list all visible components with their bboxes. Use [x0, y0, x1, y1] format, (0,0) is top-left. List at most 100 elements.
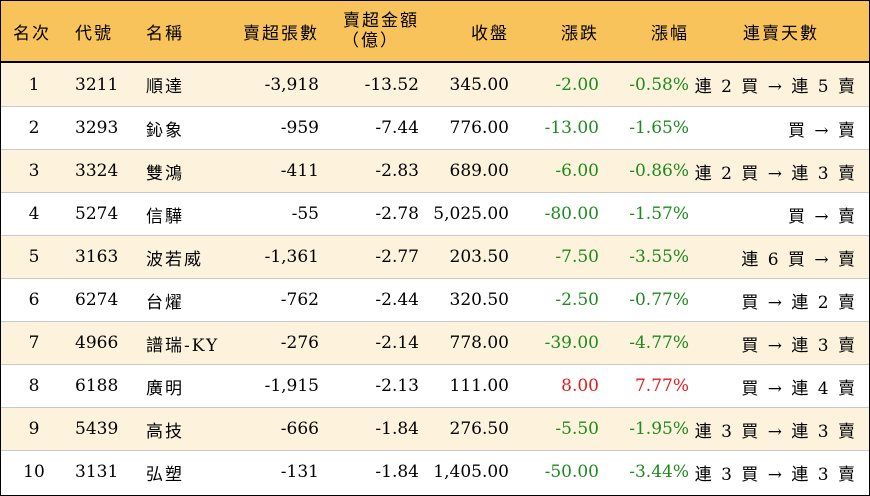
stock-code-cell: 5274 — [75, 204, 119, 224]
sell-streak-cell: 買 → 連 4 賣 — [741, 378, 857, 399]
price-change-cell: -5.50 — [555, 419, 599, 439]
change-pct-cell: -1.95% — [629, 419, 689, 439]
sell-amount-cell: -1.84 — [375, 419, 419, 439]
header-sell-streak[interactable]: 連賣天數 — [743, 23, 819, 44]
rank-cell: 5 — [28, 247, 40, 267]
table-row[interactable]: 4 5274 信驊 -55 -2.78 5,025.00 -80.00 -1.57% 買 → 賣 — [1, 192, 869, 235]
table-row[interactable]: 2 3293 鈊象 -959 -7.44 776.00 -13.00 -1.65% 買 → 賣 — [1, 106, 869, 149]
close-price-cell: 345.00 — [449, 74, 509, 95]
stock-code-cell: 3163 — [75, 247, 119, 267]
price-change-cell: -13.00 — [544, 118, 599, 138]
sell-streak-cell: 連 3 買 → 連 3 賣 — [694, 464, 857, 485]
header-code[interactable]: 代號 — [75, 23, 113, 44]
price-change-cell: -39.00 — [544, 333, 599, 353]
sell-amount-cell: -7.44 — [375, 118, 419, 138]
close-price-cell: 689.00 — [449, 161, 509, 181]
table-row[interactable]: 10 3131 弘塑 -131 -1.84 1,405.00 -50.00 -3.44% 連 3… — [1, 450, 869, 493]
price-change-cell: -80.00 — [544, 204, 599, 224]
rank-cell: 4 — [28, 204, 40, 224]
change-pct-cell: -0.77% — [629, 290, 689, 310]
sell-streak-cell: 買 → 連 3 賣 — [741, 335, 857, 356]
rank-cell: 3 — [28, 161, 40, 181]
close-price-cell: 1,405.00 — [433, 462, 509, 482]
stock-code-cell: 3211 — [75, 74, 119, 95]
stock-code-cell: 3293 — [75, 118, 119, 138]
sell-shares-cell: -55 — [291, 204, 319, 224]
price-change-cell: -2.00 — [555, 74, 599, 95]
sell-shares-cell: -959 — [280, 118, 319, 138]
rank-cell: 7 — [28, 333, 40, 353]
stock-name-cell: 雙鴻 — [146, 163, 184, 184]
sell-amount-cell: -2.77 — [375, 247, 419, 267]
rank-cell: 8 — [28, 376, 40, 396]
sell-shares-cell: -411 — [280, 161, 319, 181]
change-pct-cell: -3.55% — [629, 247, 689, 267]
header-rank[interactable]: 名次 — [13, 23, 51, 44]
price-change-cell: -6.00 — [555, 161, 599, 181]
stock-name-cell: 信驊 — [146, 206, 184, 227]
stock-code-cell: 4966 — [75, 333, 119, 353]
sell-streak-cell: 連 3 買 → 連 3 賣 — [694, 421, 857, 442]
sell-amount-cell: -1.84 — [375, 462, 419, 482]
rank-cell: 6 — [28, 290, 40, 310]
stock-name-cell: 高技 — [146, 421, 184, 442]
header-change[interactable]: 漲跌 — [561, 23, 599, 44]
change-pct-cell: -1.65% — [629, 118, 689, 138]
table-header-row: 名次 代號 名稱 賣超張數 賣超金額 （億） 收盤 漲跌 漲幅 連賣天數 — [1, 1, 869, 63]
table-row[interactable]: 8 6188 廣明 -1,915 -2.13 111.00 8.00 7.77% 買 → 連 4… — [1, 364, 869, 407]
change-pct-cell: -3.44% — [629, 462, 689, 482]
stock-name-cell: 譜瑞-KY — [146, 335, 220, 356]
sell-shares-cell: -1,361 — [264, 247, 319, 267]
sell-shares-cell: -276 — [280, 333, 319, 353]
stock-code-cell: 3324 — [75, 161, 119, 181]
table-row[interactable]: 9 5439 高技 -666 -1.84 276.50 -5.50 -1.95% 連 3 買 →… — [1, 407, 869, 450]
sell-shares-cell: -666 — [280, 419, 319, 439]
close-price-cell: 778.00 — [449, 333, 509, 353]
close-price-cell: 276.50 — [449, 419, 509, 439]
header-sell-amount[interactable]: 賣超金額 （億） — [321, 1, 419, 61]
close-price-cell: 203.50 — [449, 247, 509, 267]
change-pct-cell: -1.57% — [629, 204, 689, 224]
stock-code-cell: 5439 — [75, 419, 119, 439]
stock-name-cell: 台燿 — [146, 292, 184, 313]
close-price-cell: 776.00 — [449, 118, 509, 138]
sell-streak-cell: 連 2 買 → 連 3 賣 — [694, 163, 857, 184]
sell-streak-cell: 連 2 買 → 連 5 賣 — [694, 77, 857, 97]
sell-amount-cell: -2.13 — [375, 376, 419, 396]
header-change-pct[interactable]: 漲幅 — [651, 23, 689, 44]
rank-cell: 10 — [23, 462, 45, 482]
header-sell-shares[interactable]: 賣超張數 — [243, 23, 319, 44]
header-close[interactable]: 收盤 — [471, 23, 509, 44]
close-price-cell: 5,025.00 — [433, 204, 509, 224]
price-change-cell: 8.00 — [561, 376, 599, 396]
table-row[interactable]: 5 3163 波若威 -1,361 -2.77 203.50 -7.50 -3.55% 連 6 … — [1, 235, 869, 278]
stock-code-cell: 3131 — [75, 462, 119, 482]
table-row[interactable]: 3 3324 雙鴻 -411 -2.83 689.00 -6.00 -0.86% 連 2 買 →… — [1, 149, 869, 192]
sell-amount-cell: -2.44 — [375, 290, 419, 310]
stock-name-cell: 波若威 — [146, 249, 203, 270]
sell-streak-cell: 買 → 賣 — [787, 120, 857, 141]
table-row[interactable]: 1 3211 順達 -3,918 -13.52 345.00 -2.00 -0.58% 連 2 … — [1, 63, 869, 106]
rank-cell: 9 — [28, 419, 40, 439]
table-row[interactable]: 7 4966 譜瑞-KY -276 -2.14 778.00 -39.00 -4.77% 買 →… — [1, 321, 869, 364]
change-pct-cell: -0.58% — [629, 74, 689, 95]
sell-shares-cell: -762 — [280, 290, 319, 310]
sell-shares-cell: -1,915 — [264, 376, 319, 396]
sell-amount-cell: -2.83 — [375, 161, 419, 181]
sell-shares-cell: -3,918 — [264, 74, 319, 95]
stock-name-cell: 鈊象 — [146, 120, 184, 141]
sell-amount-cell: -2.14 — [375, 333, 419, 353]
header-sell-amount-unit: （億） — [342, 31, 399, 51]
change-pct-cell: -4.77% — [629, 333, 689, 353]
sell-amount-cell: -2.78 — [375, 204, 419, 224]
sell-streak-cell: 連 6 買 → 賣 — [741, 249, 857, 270]
header-sell-amount-label: 賣超金額 — [343, 11, 419, 31]
table-row[interactable]: 6 6274 台燿 -762 -2.44 320.50 -2.50 -0.77% 買 → 連 2… — [1, 278, 869, 321]
sell-streak-cell: 買 → 賣 — [787, 206, 857, 227]
stock-code-cell: 6188 — [75, 376, 119, 396]
change-pct-cell: 7.77% — [634, 376, 689, 396]
stock-name-cell: 廣明 — [146, 378, 184, 399]
header-name[interactable]: 名稱 — [146, 23, 184, 44]
sell-amount-cell: -13.52 — [364, 74, 419, 95]
stock-name-cell: 弘塑 — [146, 464, 184, 485]
